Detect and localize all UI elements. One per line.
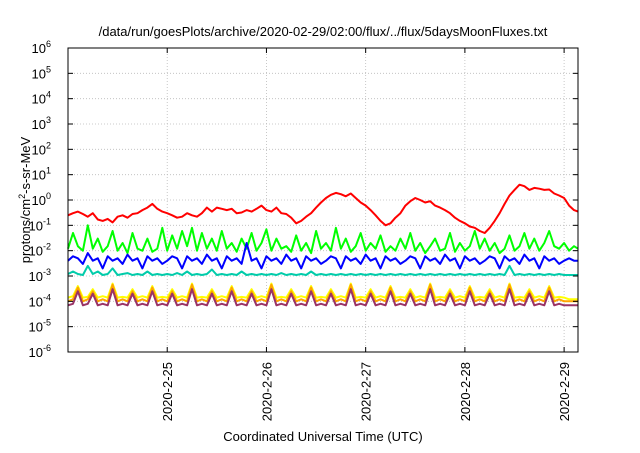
- y-tick-label: 10-1: [29, 216, 51, 233]
- y-tick-label: 102: [32, 140, 51, 157]
- x-tick-label: 2020-2-27: [359, 362, 374, 421]
- chart-title: /data/run/goesPlots/archive/2020-02-29/0…: [99, 24, 548, 39]
- series-line-6: [67, 288, 578, 307]
- series-line-4: [67, 282, 578, 301]
- series-line-0: [67, 183, 579, 234]
- x-tick-label: 2020-2-26: [259, 362, 274, 421]
- y-axis-label: protons/cm2-s-sr-MeV: [17, 136, 33, 263]
- y-tick-label: 10-4: [29, 292, 51, 309]
- series-line-5: [67, 283, 578, 303]
- y-tick-label: 105: [32, 64, 51, 81]
- y-tick-label: 106: [32, 39, 51, 56]
- y-tick-label: 100: [32, 191, 51, 208]
- grid-lines: [68, 48, 578, 352]
- series-line-2: [67, 242, 578, 270]
- series-layer: [67, 183, 579, 307]
- y-tick-label: 104: [32, 90, 51, 107]
- y-tick-label: 101: [32, 166, 51, 183]
- series-line-3: [67, 264, 578, 276]
- axes: 10-6 10-5 10-4 10-3 10-2 10-1 100 101 102 103 104 1…: [29, 39, 579, 421]
- x-tick-label: 2020-2-25: [160, 362, 175, 421]
- x-tick-label: 2020-2-28: [458, 362, 473, 421]
- series-line-1: [67, 224, 579, 255]
- y-tick-label: 10-2: [29, 242, 51, 259]
- y-tick-label: 103: [32, 115, 51, 132]
- y-axis-label-text: protons/cm2-s-sr-MeV: [17, 136, 33, 263]
- x-axis-label: Coordinated Universal Time (UTC): [223, 429, 422, 444]
- y-tick-label: 10-5: [29, 318, 51, 335]
- y-tick-label: 10-3: [29, 267, 51, 284]
- y-tick-label: 10-6: [29, 343, 51, 360]
- x-tick-label: 2020-2-29: [557, 362, 572, 421]
